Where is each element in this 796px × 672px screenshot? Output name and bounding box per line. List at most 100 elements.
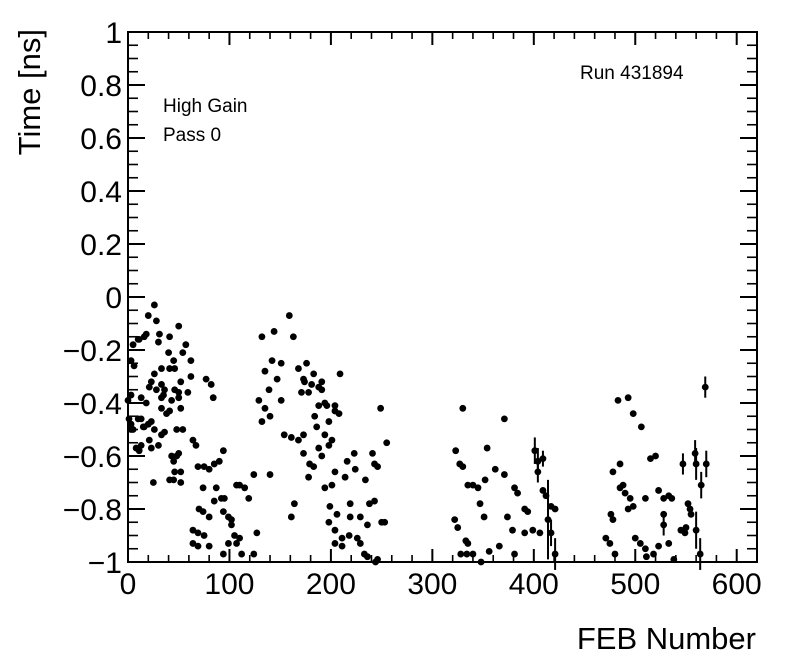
data-point [127, 391, 135, 399]
data-point [210, 460, 218, 468]
data-point [463, 550, 471, 558]
data-point [369, 449, 376, 457]
data-point [175, 394, 183, 402]
data-point [514, 489, 521, 497]
data-point [135, 336, 143, 343]
data-point [205, 513, 213, 521]
data-point [258, 333, 266, 341]
data-point [364, 553, 371, 561]
pass-annotation: Pass 0 [163, 125, 221, 146]
data-point [273, 375, 281, 383]
gain-annotation: High Gain [163, 96, 248, 117]
data-point [170, 457, 178, 465]
data-point [459, 404, 467, 412]
data-point [346, 500, 354, 508]
data-point [261, 367, 269, 375]
x-tick-label: 600 [712, 568, 762, 601]
data-point [142, 399, 150, 407]
data-point [374, 555, 381, 563]
data-point [177, 468, 185, 476]
data-point [660, 495, 668, 502]
data-point [377, 404, 385, 412]
data-point [328, 481, 336, 489]
data-point [150, 370, 158, 378]
data-point [187, 357, 195, 364]
data-point [351, 465, 359, 473]
data-point [321, 484, 329, 492]
data-point [179, 426, 187, 433]
data-point [670, 555, 678, 563]
data-point [192, 442, 200, 449]
data-point [147, 378, 155, 386]
data-point [265, 386, 273, 394]
data-point [153, 386, 160, 394]
data-point [668, 495, 676, 502]
data-point [277, 359, 285, 367]
data-point [642, 545, 649, 553]
data-point [150, 301, 158, 309]
data-point [250, 550, 258, 558]
data-point [692, 526, 700, 534]
data-point [145, 383, 153, 391]
data-point [315, 444, 323, 452]
data-point [202, 375, 210, 383]
data-point [168, 396, 176, 404]
data-point [155, 338, 162, 346]
axis-tick-labels: 0 100 200 300 400 500 600 1 0.8 0.6 0.4 0.2 0 −0.2 −0.… [63, 17, 762, 601]
data-point [285, 312, 293, 319]
data-point [483, 444, 491, 452]
data-point [642, 495, 649, 502]
y-tick-label: −0.2 [63, 335, 122, 368]
data-point [315, 402, 323, 410]
data-point [452, 447, 460, 455]
data-point [652, 452, 659, 460]
data-point [343, 457, 351, 465]
data-point [184, 389, 192, 396]
data-point [219, 550, 227, 558]
y-tick-label: 0.6 [80, 123, 122, 156]
x-tick-label: 100 [204, 568, 254, 601]
data-point [655, 487, 662, 494]
y-tick-label: −1 [88, 547, 122, 580]
data-point [325, 442, 333, 449]
data-point [346, 513, 354, 521]
y-tick-label: 0 [105, 282, 122, 315]
data-point [485, 548, 493, 555]
data-point [536, 529, 544, 537]
data-point [345, 532, 353, 539]
data-point [356, 513, 364, 521]
data-points [124, 301, 710, 566]
data-point [189, 540, 197, 547]
data-point [130, 362, 138, 370]
data-point [261, 404, 269, 412]
data-point [660, 510, 668, 518]
data-point [696, 550, 704, 558]
x-tick-label: 200 [306, 568, 356, 601]
y-tick-label: 0.8 [80, 70, 122, 103]
data-point [474, 484, 482, 492]
data-point [650, 550, 657, 558]
data-point [207, 381, 215, 388]
data-point [459, 463, 467, 470]
data-point [529, 526, 537, 534]
data-point [311, 412, 319, 420]
data-point [238, 550, 246, 558]
data-point [270, 328, 278, 335]
data-point [189, 436, 197, 444]
data-point [255, 396, 263, 404]
data-point [170, 357, 178, 364]
y-tick-label: 1 [105, 17, 122, 50]
data-point [701, 383, 709, 391]
data-point [170, 476, 178, 484]
data-point [144, 312, 152, 319]
data-point [684, 500, 692, 508]
data-point [331, 540, 339, 547]
data-point [236, 534, 243, 542]
data-point [647, 455, 654, 463]
data-point [137, 394, 145, 402]
data-point [636, 540, 644, 547]
data-point [491, 465, 499, 473]
data-point [194, 529, 202, 537]
data-point [326, 502, 334, 510]
data-point [129, 341, 137, 349]
